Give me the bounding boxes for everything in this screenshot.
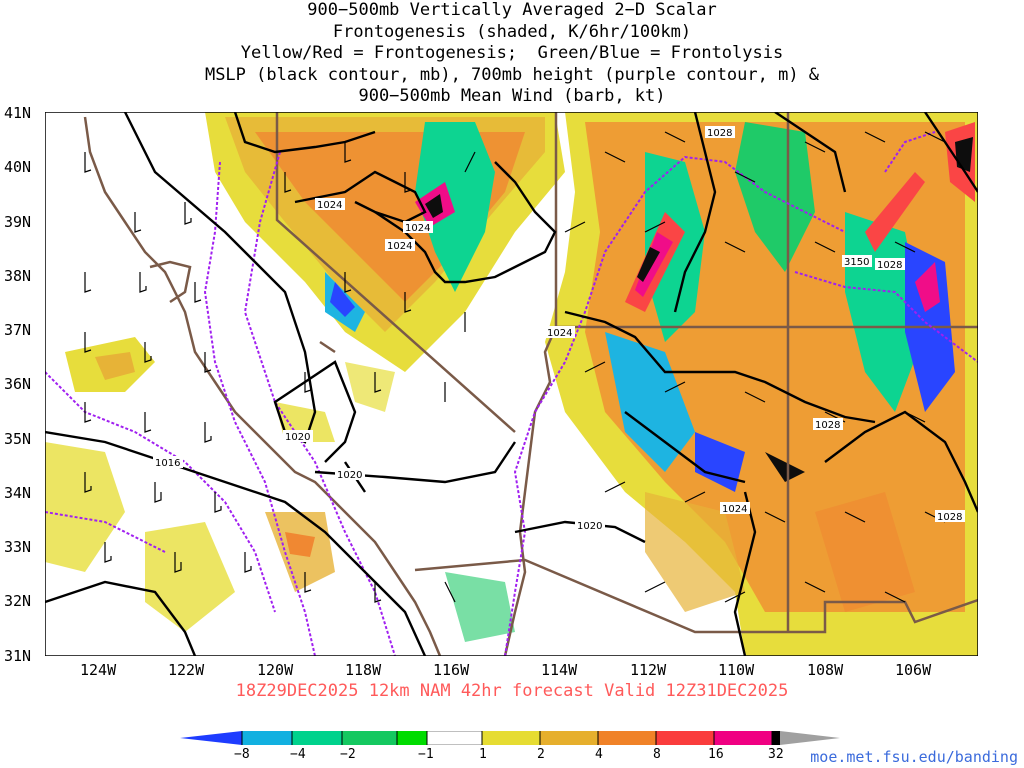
colorbar-label: 32 [768, 747, 784, 762]
mslp-label: 1016 [155, 458, 180, 469]
colorbar-label: −8 [234, 747, 250, 762]
colorbar-label: 2 [537, 747, 545, 762]
colorbar-swatch [714, 731, 772, 745]
mslp-label: 1028 [707, 128, 732, 139]
mslp-label: 1028 [815, 420, 840, 431]
height-label: 3150 [844, 257, 869, 268]
colorbar-swatch [540, 731, 598, 745]
map-title: 900−500mb Vertically Averaged 2−D Scalar… [0, 0, 1024, 108]
lon-label: 114W [541, 661, 578, 679]
lat-label: 33N [4, 538, 32, 556]
lat-label: 32N [4, 592, 32, 610]
contour-label-1020-a: 1020 [283, 430, 313, 443]
contour-labels: 1028 1024 1024 1024 1024 1020 1016 1020 … [153, 126, 965, 532]
lat-label: 40N [4, 158, 32, 176]
contour-label-1028-ne: 1028 [875, 258, 905, 271]
colorbar-label: −4 [290, 747, 306, 762]
title-line-3: Yellow/Red = Frontogenesis; Green/Blue =… [240, 43, 784, 63]
lon-label: 118W [345, 661, 382, 679]
colorbar-label: 16 [708, 747, 724, 762]
lat-label: 31N [4, 647, 32, 665]
lake-tahoe [319, 340, 336, 354]
colorbar-label: −2 [340, 747, 356, 762]
lon-label: 108W [807, 661, 844, 679]
lon-label: 122W [168, 661, 205, 679]
coastline [83, 116, 442, 656]
ca-nv-border [275, 112, 516, 433]
lat-label: 38N [4, 267, 32, 285]
contour-label-1024-e: 1024 [720, 502, 750, 515]
lon-label: 112W [630, 661, 667, 679]
mslp-label: 1024 [722, 504, 747, 515]
lon-label: 106W [895, 661, 932, 679]
contour-label-1028-mid: 1028 [813, 418, 843, 431]
contour-label-1028-right: 1028 [935, 510, 965, 523]
colorbar-label: 8 [653, 747, 661, 762]
map-panel: 1028 1024 1024 1024 1024 1020 1016 1020 … [45, 112, 978, 656]
credit-link[interactable]: moe.met.fsu.edu/banding [810, 748, 1018, 766]
mslp-label: 1024 [547, 328, 572, 339]
title-line-4: MSLP (black contour, mb), 700mb height (… [204, 64, 820, 85]
colorbar-swatch [598, 731, 656, 745]
colorbar-swatch [342, 731, 397, 745]
contour-label-1024-c: 1024 [385, 239, 415, 252]
lat-label: 41N [4, 104, 32, 122]
colorbar-label: 1 [479, 747, 487, 762]
contour-label-3150: 3150 [842, 255, 872, 268]
contour-label-1016: 1016 [153, 456, 183, 469]
colorbar-swatch [242, 731, 292, 745]
colorbar-high-arrow [780, 731, 840, 745]
title-line-1: 900−500mb Vertically Averaged 2−D Scalar [307, 0, 717, 20]
lat-label: 36N [4, 375, 32, 393]
lat-label: 34N [4, 484, 32, 502]
mslp-label: 1024 [405, 223, 430, 234]
title-line-5: 900−500mb Mean Wind (barb, kt) [358, 86, 666, 106]
bay-area [149, 260, 192, 304]
contour-label-1024-b: 1024 [403, 221, 433, 234]
geographic-borders [83, 112, 978, 656]
lat-label: 35N [4, 430, 32, 448]
colorbar-swatch [772, 731, 780, 745]
contour-label-1028-top: 1028 [705, 126, 735, 139]
colorbar-low-arrow [180, 731, 242, 745]
colorbar-swatch [426, 731, 483, 745]
mexico-border [414, 558, 978, 634]
mslp-label: 1020 [577, 521, 602, 532]
colorbar-ticks [241, 731, 773, 745]
contour-label-1024-d: 1024 [545, 326, 575, 339]
colorbar-label: −1 [418, 747, 434, 762]
mslp-label: 1028 [877, 260, 902, 271]
colorbar-swatch [292, 731, 342, 745]
colorado-river [503, 326, 558, 656]
mslp-label: 1024 [387, 241, 412, 252]
colorbar-swatch [656, 731, 714, 745]
mslp-label: 1020 [337, 470, 362, 481]
lon-label: 124W [80, 661, 117, 679]
mslp-label: 1024 [317, 200, 342, 211]
lat-label: 37N [4, 321, 32, 339]
contour-label-1020-c: 1020 [575, 519, 605, 532]
colorbar [180, 731, 840, 745]
mslp-contours [45, 112, 978, 656]
forecast-valid-label: 18Z29DEC2025 12km NAM 42hr forecast Vali… [235, 681, 789, 701]
colorbar-swatch [482, 731, 540, 745]
lon-label: 110W [718, 661, 755, 679]
contour-label-1024-a: 1024 [315, 198, 345, 211]
lon-label: 120W [257, 661, 294, 679]
mslp-label: 1028 [937, 512, 962, 523]
lon-label: 116W [433, 661, 470, 679]
lat-label: 39N [4, 213, 32, 231]
colorbar-label: 4 [595, 747, 603, 762]
contour-label-1020-b: 1020 [335, 468, 365, 481]
title-line-2: Frontogenesis (shaded, K/6hr/100km) [332, 21, 692, 42]
colorbar-swatch [397, 731, 427, 745]
mslp-label: 1020 [285, 432, 310, 443]
